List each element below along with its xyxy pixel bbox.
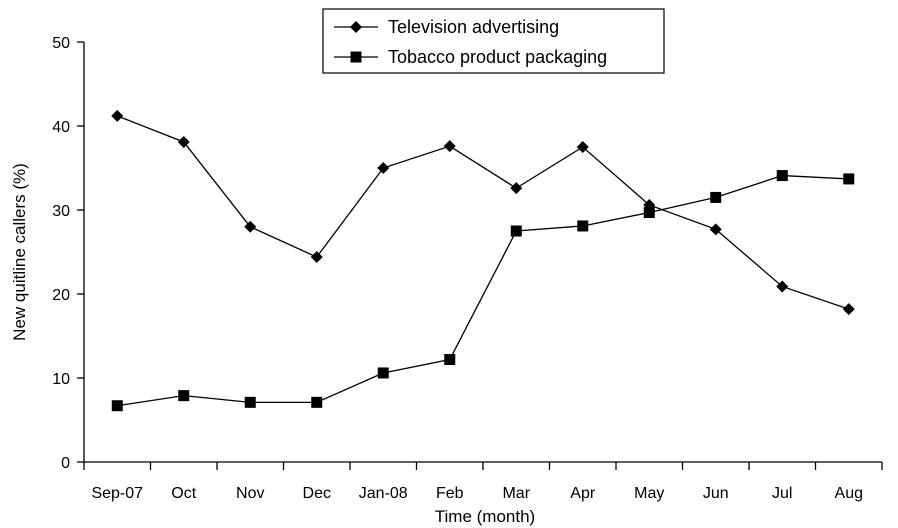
y-tick-label: 0 [61, 455, 70, 472]
x-axis-label: Time (month) [435, 507, 535, 526]
y-tick-label: 40 [52, 119, 70, 136]
x-tick-label: May [634, 485, 664, 502]
data-point [709, 223, 722, 236]
legend-item: Television advertising [334, 17, 559, 37]
data-point [510, 225, 522, 237]
data-point [776, 170, 788, 182]
y-tick-label: 20 [52, 287, 70, 304]
y-axis-label: New quitline callers (%) [10, 163, 29, 341]
x-tick-label: Nov [236, 485, 264, 502]
data-point [776, 280, 789, 293]
data-point [710, 191, 722, 203]
legend-item: Tobacco product packaging [334, 47, 607, 67]
series-2 [111, 170, 855, 412]
data-point [377, 367, 389, 379]
x-tick-label: Feb [436, 485, 464, 502]
legend-marker [350, 21, 362, 33]
y-tick-label: 50 [52, 35, 70, 52]
data-point [842, 303, 855, 316]
data-point [244, 220, 257, 233]
x-tick-label: Jun [703, 485, 729, 502]
data-point [643, 207, 655, 219]
x-tick-label: Oct [171, 485, 196, 502]
data-point [177, 135, 190, 148]
data-point [178, 390, 190, 402]
axes [83, 42, 882, 463]
data-point [377, 162, 390, 174]
legend: Television advertising Tobacco product pa… [322, 8, 665, 74]
x-tick-label: Dec [303, 485, 331, 502]
data-point [444, 354, 456, 366]
x-tick-label: Sep-07 [91, 485, 143, 502]
y-ticks: 0 10 20 30 40 50 [52, 35, 84, 472]
data-point [111, 400, 123, 412]
legend-marker [350, 51, 362, 63]
x-ticks: Sep-07 Oct Nov Dec Jan-08 Feb Mar Apr May Jun Jul A… [83, 462, 883, 502]
y-tick-label: 10 [52, 371, 70, 388]
series-line [117, 174, 849, 407]
x-tick-label: Mar [502, 485, 530, 502]
legend-label: Television advertising [388, 17, 559, 37]
x-tick-label: Aug [835, 485, 863, 502]
x-tick-label: Jul [772, 485, 792, 502]
legend-label: Tobacco product packaging [388, 47, 607, 67]
series-line [117, 115, 849, 310]
x-tick-label: Apr [570, 485, 596, 502]
data-point [843, 173, 855, 185]
y-tick-label: 30 [52, 203, 70, 220]
data-point [311, 396, 323, 408]
data-point [244, 396, 256, 408]
data-point [310, 251, 323, 264]
data-point [111, 109, 124, 122]
series-layer [111, 109, 855, 412]
data-point [577, 220, 589, 232]
x-tick-label: Jan-08 [359, 485, 408, 502]
series-1 [111, 109, 855, 316]
legend-box [322, 8, 665, 74]
data-point [443, 140, 456, 153]
data-point [576, 141, 589, 153]
data-point [510, 182, 523, 195]
